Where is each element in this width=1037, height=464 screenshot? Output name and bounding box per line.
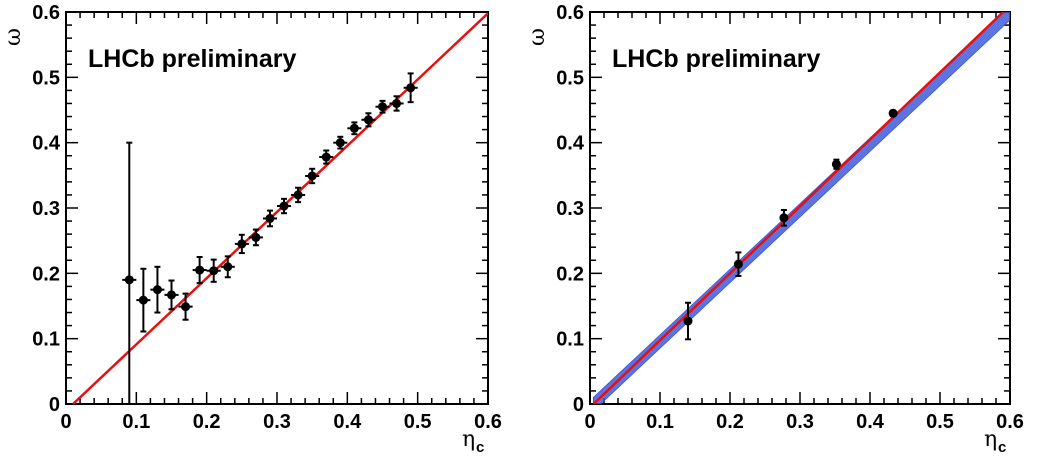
- x-axis-label-sub: c: [998, 439, 1006, 456]
- x-tick-label: 0.6: [996, 411, 1024, 433]
- data-point: [349, 123, 359, 133]
- y-tick-label: 0: [49, 394, 60, 416]
- data-layer: [592, 12, 1010, 404]
- band-line: [597, 17, 1010, 404]
- x-axis-label: η: [984, 427, 997, 452]
- data-point: [181, 302, 191, 312]
- band-line: [596, 16, 1010, 404]
- x-tick-label: 0.2: [716, 411, 744, 433]
- data-point: [152, 285, 162, 295]
- data-layer: [72, 12, 488, 404]
- data-point: [209, 266, 219, 276]
- data-point: [683, 316, 693, 326]
- y-tick-label: 0.4: [32, 133, 61, 155]
- data-point: [733, 259, 743, 269]
- x-axis-label: η: [462, 427, 475, 452]
- y-tick-label: 0.1: [32, 329, 60, 351]
- x-tick-label: 0.3: [263, 411, 291, 433]
- x-tick-label: 0.4: [856, 411, 885, 433]
- x-tick-label: 0.4: [333, 411, 362, 433]
- y-tick-label: 0.5: [556, 67, 584, 89]
- band-line: [594, 14, 1010, 404]
- data-point: [406, 83, 416, 93]
- x-tick-label: 0.1: [646, 411, 674, 433]
- y-tick-label: 0.6: [32, 2, 60, 24]
- data-point: [335, 138, 345, 148]
- y-tick-label: 0: [573, 394, 584, 416]
- data-point: [279, 201, 289, 211]
- data-point: [223, 262, 233, 272]
- data-point: [378, 102, 387, 112]
- annotation-text: LHCb preliminary: [88, 45, 296, 73]
- y-tick-label: 0.2: [556, 263, 584, 285]
- y-axis-label: ω: [525, 28, 550, 46]
- y-tick-label: 0.1: [556, 329, 584, 351]
- y-tick-label: 0.5: [32, 67, 60, 89]
- chart-panel-2: 0 0.1 0.2 0.3 0.4 0.5 0.600.10.20.30.40.50.6η c…: [525, 2, 1024, 456]
- data-point: [888, 108, 898, 118]
- x-tick-label: 0.3: [786, 411, 814, 433]
- data-point: [195, 265, 205, 275]
- data-point: [124, 275, 134, 285]
- data-point: [307, 171, 317, 181]
- x-tick-label: 0.5: [404, 411, 432, 433]
- x-tick-label: 0.5: [926, 411, 954, 433]
- y-tick-label: 0.4: [556, 133, 585, 155]
- data-point: [321, 152, 331, 162]
- y-tick-label: 0.3: [32, 198, 60, 220]
- x-tick-label: 0.1: [122, 411, 150, 433]
- data-point: [167, 290, 176, 300]
- x-tick-label: 0: [584, 411, 595, 433]
- x-tick-label: 0.6: [474, 411, 502, 433]
- data-point: [831, 159, 841, 169]
- data-point: [392, 98, 402, 108]
- y-tick-label: 0.2: [32, 263, 60, 285]
- y-tick-label: 0.3: [556, 198, 584, 220]
- x-axis-label-sub: c: [476, 439, 484, 456]
- annotation-text: LHCb preliminary: [612, 45, 820, 73]
- fit-line: [592, 12, 1005, 404]
- data-point: [251, 232, 261, 242]
- data-point: [293, 190, 303, 200]
- y-axis-label: ω: [1, 28, 26, 46]
- data-point: [363, 115, 373, 125]
- x-tick-label: 0: [60, 411, 71, 433]
- y-tick-label: 0.6: [556, 2, 584, 24]
- data-point: [265, 213, 275, 223]
- data-point: [237, 239, 247, 249]
- data-point: [779, 213, 789, 223]
- x-tick-label: 0.2: [193, 411, 221, 433]
- chart-panel-1: 0 0.1 0.2 0.3 0.4 0.5 0.600.10.20.30.40.50.6η c…: [1, 2, 502, 456]
- data-point: [138, 295, 148, 305]
